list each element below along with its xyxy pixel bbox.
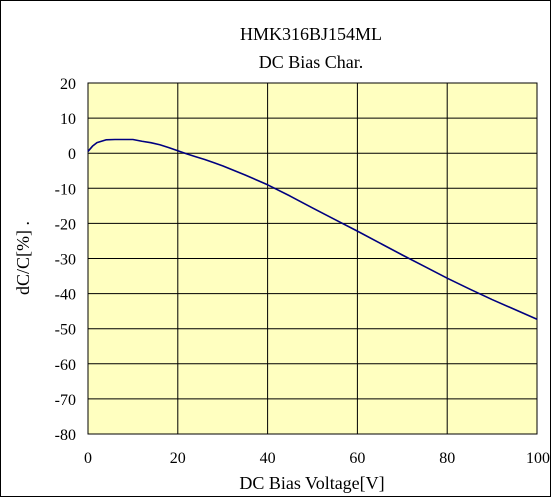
- y-tick-label: -70: [55, 392, 76, 409]
- x-tick-label: 40: [260, 450, 276, 467]
- y-tick-label: 10: [60, 111, 76, 128]
- y-tick-labels: 20 10 0 -10 -20 -30 -40 -50 -60 -70 -80: [55, 76, 76, 444]
- chart-title: HMK316BJ154ML: [240, 24, 382, 44]
- chart-subtitle: DC Bias Char.: [259, 52, 364, 72]
- x-tick-label: 20: [170, 450, 186, 467]
- y-tick-label: -20: [55, 216, 76, 233]
- x-tick-label: 60: [349, 450, 365, 467]
- y-tick-label: -50: [55, 322, 76, 339]
- series-group: [87, 138, 538, 320]
- x-tick-label: 80: [439, 450, 455, 467]
- x-tick-label: 100: [526, 450, 550, 467]
- x-tick-labels: 0 20 40 60 80 100: [84, 450, 550, 467]
- y-axis-label: dC/C[%] .: [13, 221, 33, 295]
- series-line-0: [87, 138, 538, 320]
- grid-lines: [88, 83, 537, 434]
- y-tick-label: -40: [55, 287, 76, 304]
- y-tick-label: -10: [55, 181, 76, 198]
- y-tick-label: -30: [55, 252, 76, 269]
- y-tick-label: -60: [55, 357, 76, 374]
- x-tick-label: 0: [84, 450, 92, 467]
- x-axis-label: DC Bias Voltage[V]: [239, 473, 384, 493]
- y-tick-label: 20: [60, 76, 76, 93]
- y-tick-label: 0: [68, 146, 76, 163]
- y-tick-label: -80: [55, 427, 76, 444]
